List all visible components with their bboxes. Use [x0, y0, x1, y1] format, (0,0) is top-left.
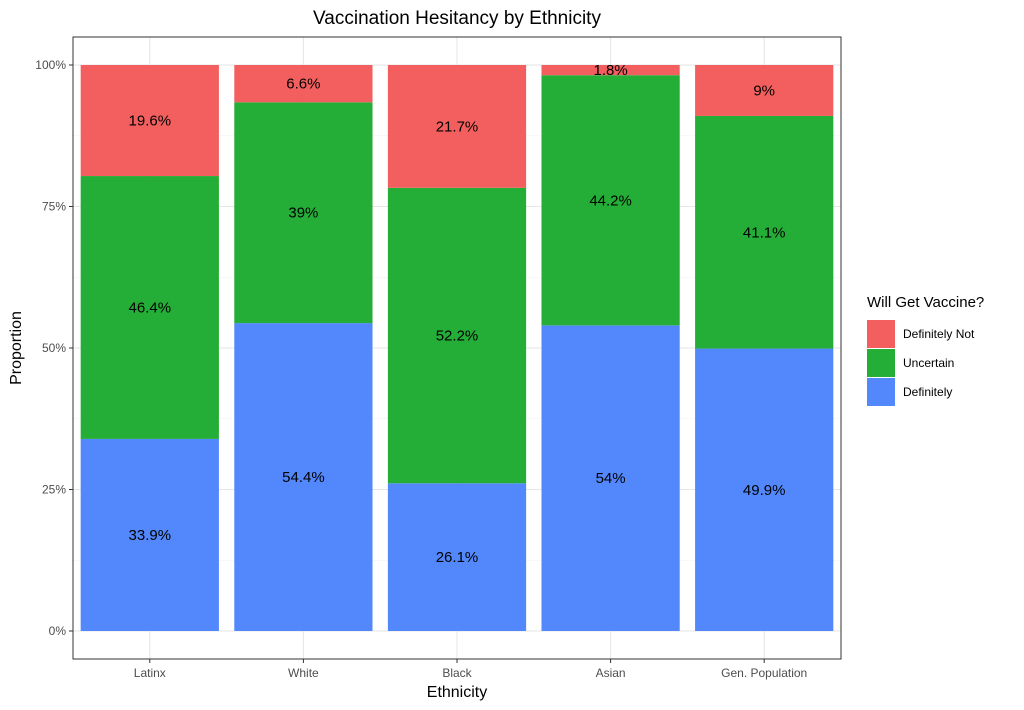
legend-swatch: [867, 349, 895, 377]
data-label: 54.4%: [282, 469, 325, 486]
bar-segment-definitely: [234, 323, 373, 631]
data-label: 49.9%: [743, 482, 786, 499]
bar-segment-definitely: [80, 438, 219, 631]
bar-segment-uncertain: [80, 176, 219, 439]
bar-segment-uncertain: [234, 102, 373, 324]
bar-segment-uncertain: [387, 187, 527, 484]
data-label: 41.1%: [743, 224, 786, 241]
legend: Will Get Vaccine? Definitely Not Uncertai…: [867, 294, 984, 406]
bar-segment-uncertain: [541, 75, 680, 326]
x-tick-label: White: [288, 666, 319, 680]
y-tick-label: 100%: [35, 58, 66, 72]
legend-swatch: [867, 378, 895, 406]
data-label: 9%: [753, 82, 775, 99]
data-label: 46.4%: [129, 299, 172, 316]
data-label: 26.1%: [436, 549, 479, 566]
bar-segment-definitely: [387, 483, 527, 631]
x-tick-label: Latinx: [134, 666, 166, 680]
y-tick-label: 75%: [42, 200, 66, 214]
data-label: 39%: [288, 205, 318, 222]
bar-segment-definitely: [541, 325, 680, 631]
data-label: 33.9%: [129, 527, 172, 544]
data-label: 44.2%: [589, 192, 632, 209]
data-labels: 33.9% 46.4% 19.6% 54.4% 39% 6.6% 26.1% 52.2% 21.…: [129, 62, 786, 566]
legend-items: Definitely Not Uncertain Definitely: [867, 320, 975, 406]
y-tick-label: 0%: [49, 624, 67, 638]
data-label: 1.8%: [593, 62, 627, 79]
y-tick-label: 25%: [42, 483, 66, 497]
bar-segment-definitely-not: [80, 65, 219, 177]
chart-title: Vaccination Hesitancy by Ethnicity: [313, 8, 601, 29]
y-axis-title: Proportion: [8, 311, 25, 385]
x-tick-label: Gen. Population: [721, 666, 807, 680]
x-tick-label: Asian: [596, 666, 626, 680]
bar-segment-definitely: [695, 348, 834, 631]
bar-segment-definitely-not: [234, 65, 373, 103]
x-axis-title: Ethnicity: [427, 684, 487, 701]
data-label: 19.6%: [129, 113, 172, 130]
bar-segment-definitely-not: [695, 65, 834, 116]
data-label: 21.7%: [436, 118, 479, 135]
x-tick-label: Black: [442, 666, 472, 680]
bars: [80, 65, 834, 631]
legend-label: Definitely Not: [903, 327, 975, 341]
legend-label: Definitely: [903, 385, 952, 399]
legend-swatch: [867, 320, 895, 348]
bar-segment-definitely-not: [387, 65, 527, 188]
axes: 0% 25% 50% 75% 100% Latinx White Black Asian Gen.…: [35, 58, 807, 680]
data-label: 52.2%: [436, 328, 479, 345]
y-tick-label: 50%: [42, 341, 66, 355]
bar-segment-uncertain: [695, 115, 834, 349]
legend-title: Will Get Vaccine?: [867, 294, 984, 311]
bar-segment-definitely-not: [541, 65, 680, 76]
legend-label: Uncertain: [903, 356, 954, 370]
data-label: 6.6%: [286, 76, 320, 93]
data-label: 54%: [596, 470, 626, 487]
